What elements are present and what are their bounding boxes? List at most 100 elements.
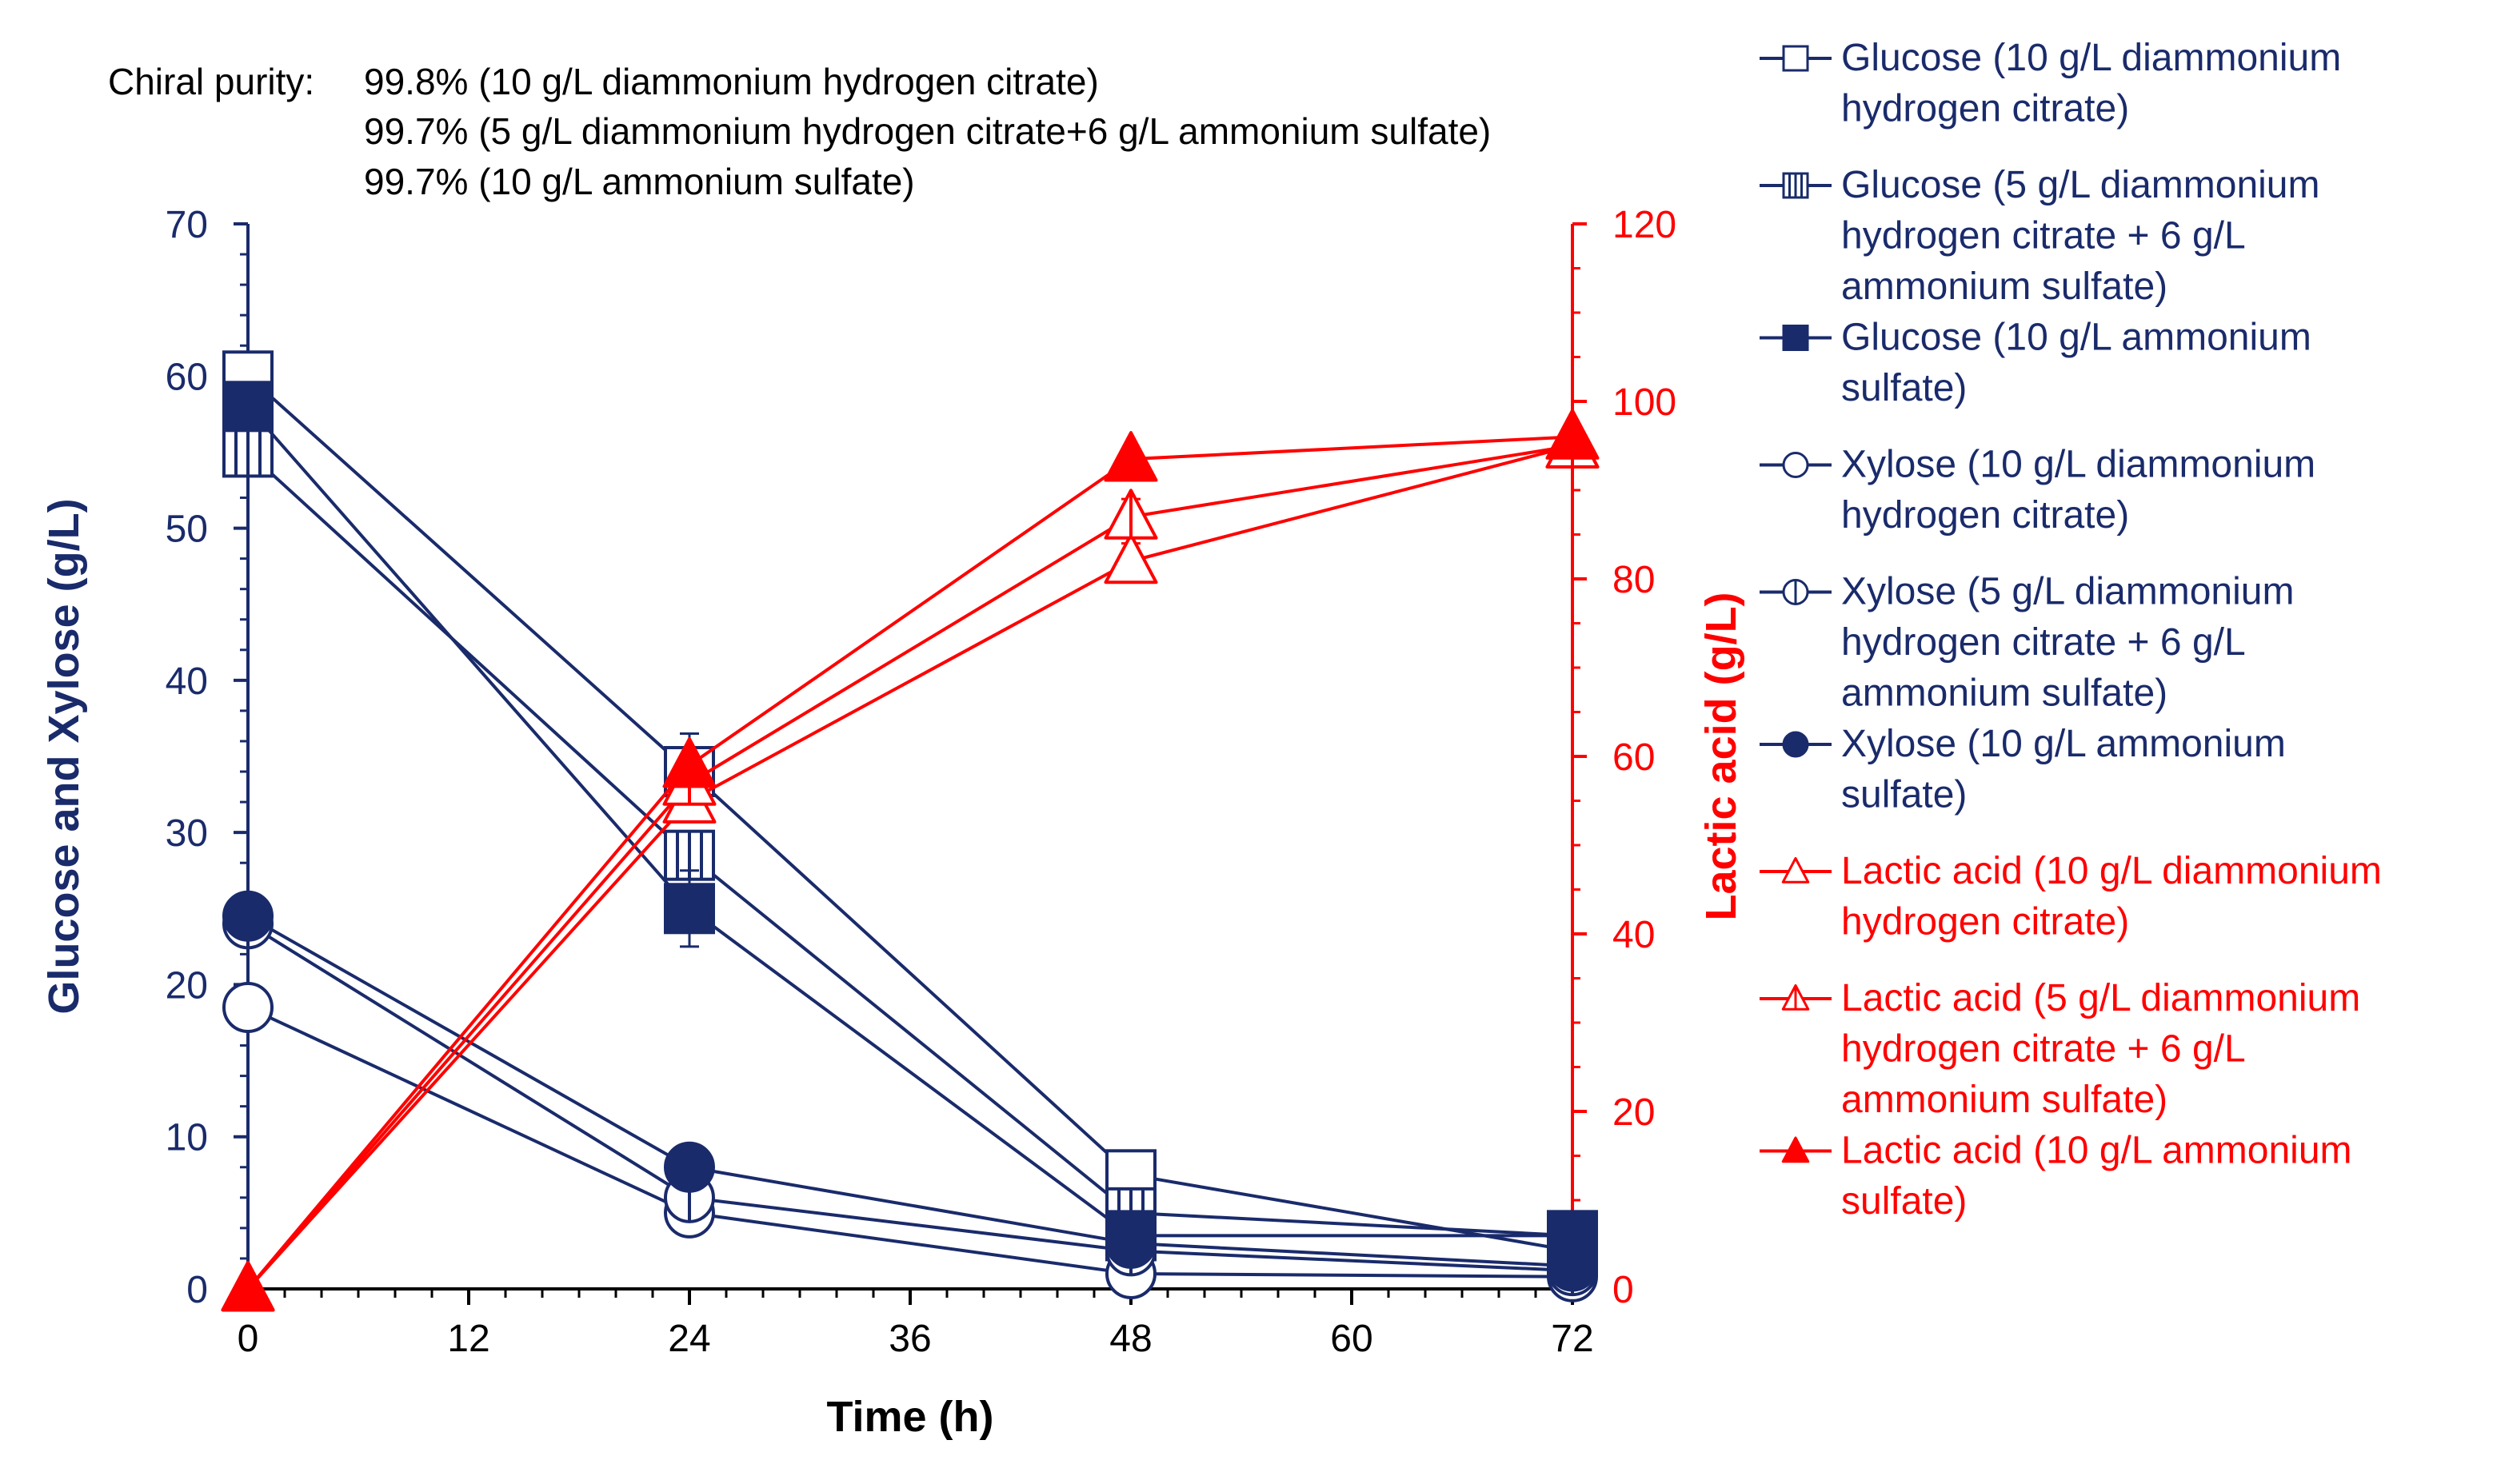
right-tick-label: 40 [1612, 914, 1655, 956]
legend-label: Lactic acid (10 g/L ammonium [1841, 1130, 2352, 1172]
circle-shape [222, 890, 274, 942]
x-tick-label: 24 [668, 1318, 710, 1360]
legend-entry-8: Lactic acid (5 g/L diammonium hydrogen ci… [1760, 977, 2360, 1121]
square-shape [1782, 325, 1809, 351]
square-shape [1782, 45, 1809, 72]
series-3 [222, 381, 1598, 1262]
x-tick-label: 12 [447, 1318, 489, 1360]
series-line [246, 450, 1573, 1238]
legend-entry-1: Glucose (10 g/L diammonium hydrogen citra… [1760, 37, 2341, 130]
series-line [246, 374, 1573, 1253]
legend-label: hydrogen citrate) [1841, 901, 2129, 943]
legend-label: Lactic acid (5 g/L diammonium [1841, 977, 2360, 1019]
legend-label: hydrogen citrate) [1841, 88, 2129, 130]
circle-shape [1547, 1240, 1598, 1292]
right-tick-label: 80 [1612, 559, 1655, 601]
legend-label: ammonium sulfate) [1841, 672, 2167, 715]
series-line [246, 405, 1572, 1238]
triangle-shape [221, 1261, 275, 1312]
legend-label: Lactic acid (10 g/L diammonium [1841, 850, 2382, 892]
marker-circle-filled [222, 890, 274, 942]
legend-label: hydrogen citrate + 6 g/L [1841, 1028, 2246, 1071]
marker-circle-vbar [1782, 579, 1809, 605]
annotation-prefix: Chiral purity: [108, 61, 314, 102]
series-4 [222, 981, 1598, 1302]
series-line [247, 1006, 1573, 1279]
legend-label: Glucose (5 g/L diammonium [1841, 164, 2319, 206]
x-tick-label: 36 [889, 1318, 931, 1360]
legend-label: hydrogen citrate + 6 g/L [1841, 621, 2246, 664]
legend-label: Glucose (10 g/L diammonium [1841, 37, 2341, 79]
right-tick-label: 100 [1612, 381, 1676, 424]
series-line [246, 444, 1573, 1291]
left-tick-label: 60 [166, 356, 208, 398]
triangle-shape [1781, 1136, 1810, 1163]
legend-label: Xylose (5 g/L diammonium [1841, 571, 2294, 613]
square-shape [222, 381, 274, 433]
left-y-axis-title: Glucose and Xylose (g/L) [40, 498, 88, 1014]
marker-square-filled [664, 883, 715, 935]
series-9 [221, 409, 1600, 1312]
marker-circle-open [1782, 452, 1809, 478]
circle-shape [664, 1141, 715, 1193]
right-tick-label: 0 [1612, 1269, 1634, 1311]
marker-circle-filled [1105, 1217, 1157, 1269]
marker-triangle-filled [221, 1261, 275, 1312]
chiral-purity-annotation: Chiral purity: 99.8% (10 g/L diammonium … [108, 61, 1491, 202]
series-8 [221, 417, 1600, 1312]
annotation-line-1: 99.8% (10 g/L diammonium hydrogen citrat… [364, 61, 1099, 102]
x-tick-label: 72 [1551, 1318, 1593, 1360]
legend-entry-6: Xylose (10 g/L ammonium sulfate) [1760, 723, 2286, 816]
left-y-axis-ticks: 0 10 20 30 40 50 60 70 [166, 204, 248, 1311]
legend-label: hydrogen citrate + 6 g/L [1841, 215, 2246, 257]
left-tick-label: 50 [166, 509, 208, 551]
series-line [246, 922, 1573, 1273]
legend-entry-7: Lactic acid (10 g/L diammonium hydrogen c… [1760, 850, 2382, 943]
marker-square-vbar [222, 426, 274, 478]
circle-shape [1105, 1217, 1157, 1269]
circle-shape [1782, 731, 1809, 758]
triangle-shape [662, 737, 717, 788]
legend-entry-2: Glucose (5 g/L diammonium hydrogen citrat… [1760, 164, 2319, 308]
marker-triangle-vbar [1781, 984, 1810, 1011]
legend-label: ammonium sulfate) [1841, 265, 2167, 308]
square-shape [664, 883, 715, 935]
right-y-axis-ticks: 0 20 40 60 80 100 120 [1572, 204, 1676, 1311]
data-series [221, 350, 1600, 1312]
series-line [247, 915, 1573, 1268]
axes [246, 224, 1574, 1291]
marker-triangle-filled [662, 737, 717, 788]
marker-square-filled [1782, 325, 1809, 351]
marker-triangle-open [1781, 857, 1810, 884]
legend-label: Xylose (10 g/L diammonium [1841, 444, 2315, 486]
x-tick-label: 60 [1330, 1318, 1372, 1360]
legend-label: ammonium sulfate) [1841, 1079, 2167, 1121]
legend-label: sulfate) [1841, 367, 1967, 409]
x-tick-label: 48 [1109, 1318, 1152, 1360]
legend-entry-5: Xylose (5 g/L diammonium hydrogen citrate… [1760, 571, 2294, 715]
legend-label: sulfate) [1841, 774, 1967, 816]
left-tick-label: 0 [186, 1269, 208, 1311]
marker-triangle-open [1104, 533, 1158, 584]
right-y-axis-title: Lactic acid (g/L) [1697, 592, 1745, 920]
right-tick-label: 120 [1612, 204, 1676, 246]
left-tick-label: 70 [166, 204, 208, 246]
legend: Glucose (10 g/L diammonium hydrogen citra… [1760, 37, 2382, 1223]
left-tick-label: 10 [166, 1117, 208, 1159]
triangle-shape [1545, 409, 1600, 460]
x-tick-label: 0 [238, 1318, 259, 1360]
series-line [246, 435, 1573, 1291]
legend-label: sulfate) [1841, 1180, 1967, 1223]
marker-triangle-vbar [1104, 489, 1158, 540]
series-line [246, 444, 1573, 1291]
legend-entry-9: Lactic acid (10 g/L ammonium sulfate) [1760, 1130, 2352, 1223]
series-1 [222, 350, 1598, 1277]
right-tick-label: 60 [1612, 736, 1655, 779]
marker-circle-filled [664, 1141, 715, 1193]
annotation-line-3: 99.7% (10 g/L ammonium sulfate) [364, 161, 915, 202]
marker-circle-filled [1782, 731, 1809, 758]
left-tick-label: 30 [166, 812, 208, 855]
left-tick-label: 40 [166, 660, 208, 703]
legend-label: hydrogen citrate) [1841, 494, 2129, 537]
marker-triangle-filled [1545, 409, 1600, 460]
